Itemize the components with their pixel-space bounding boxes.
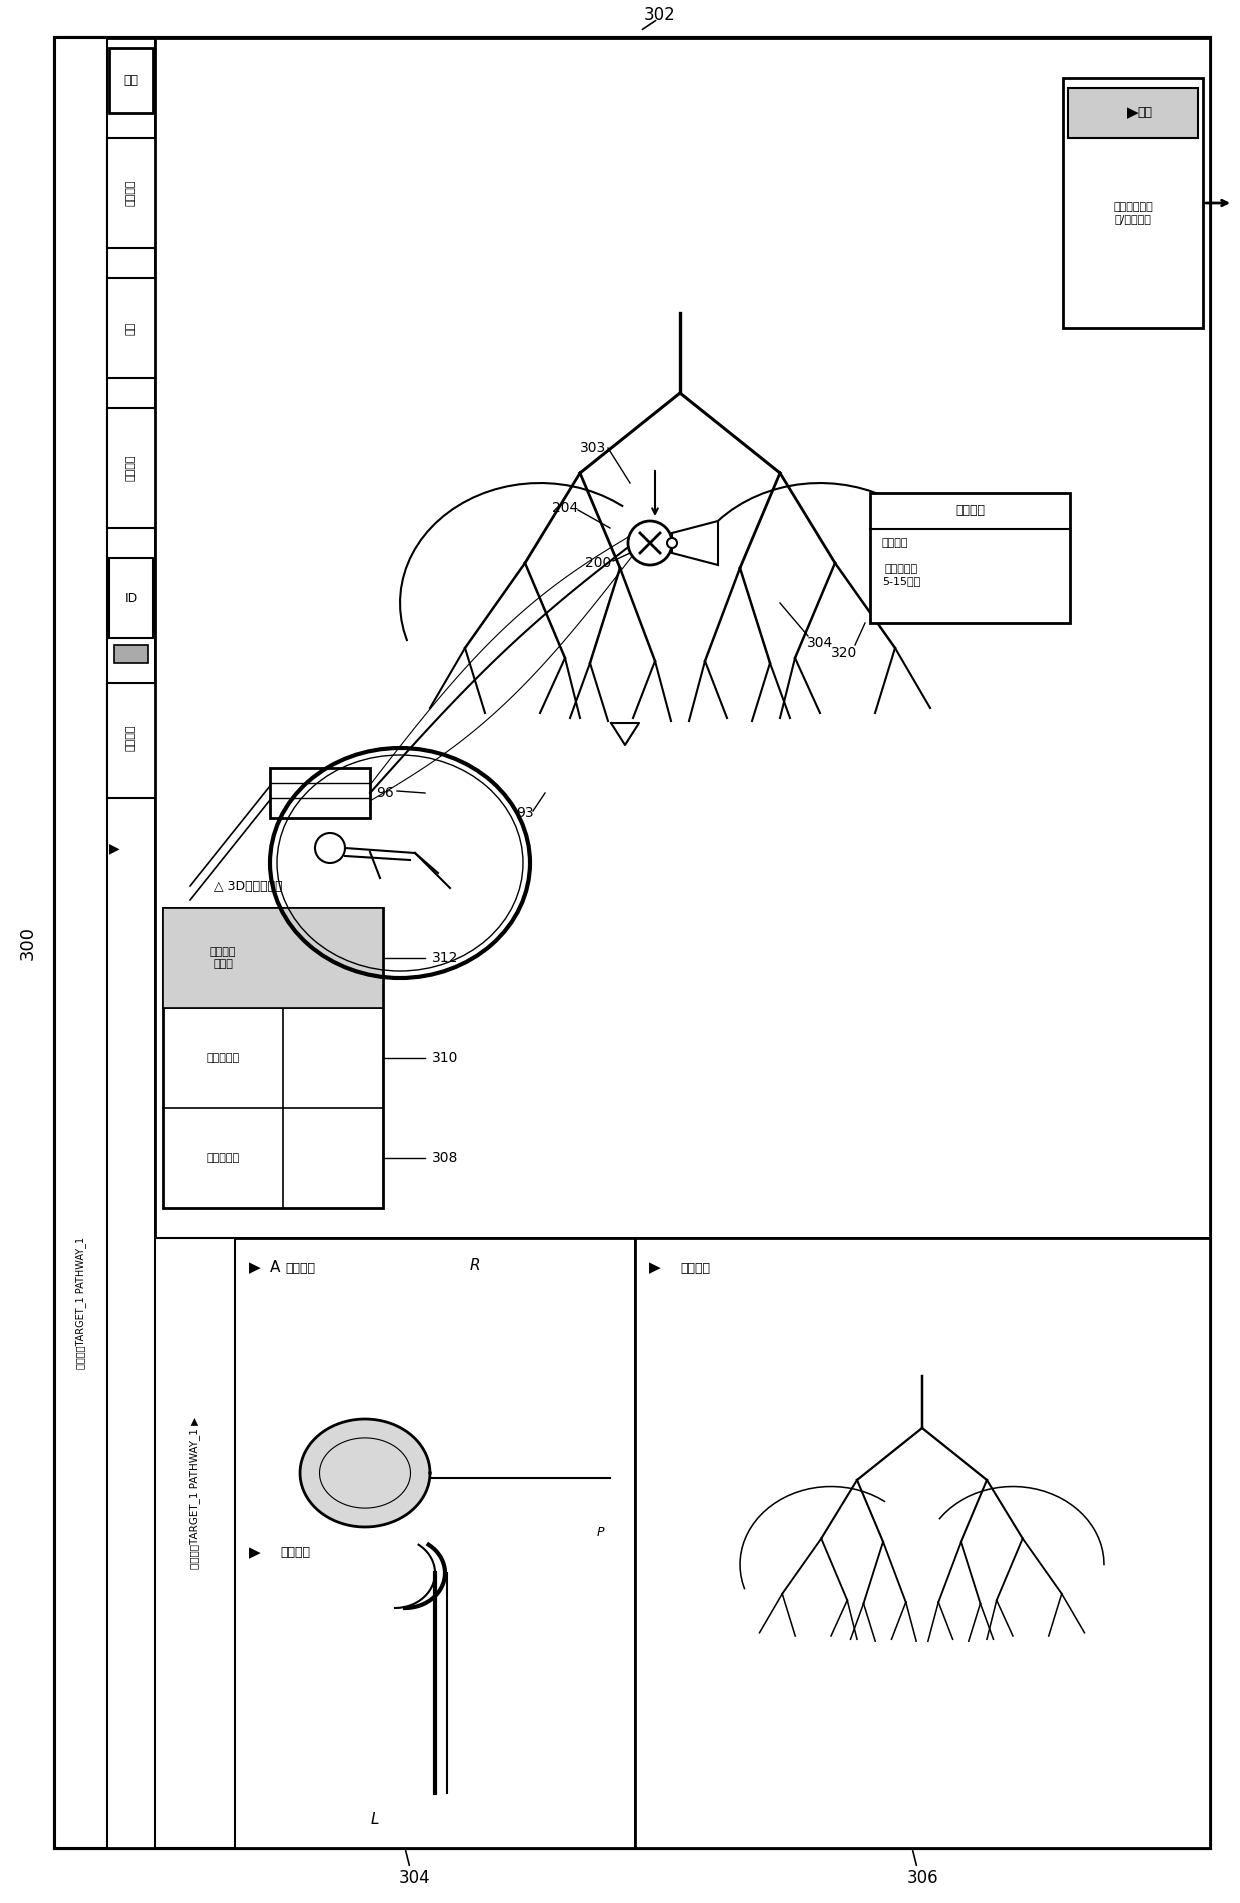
Polygon shape xyxy=(611,723,639,744)
Bar xyxy=(109,48,153,112)
Text: 颗粒尺寸：
5-15微米: 颗粒尺寸： 5-15微米 xyxy=(882,563,920,586)
Bar xyxy=(870,493,1070,622)
Text: 启用概率诊断
和/或治疗区: 启用概率诊断 和/或治疗区 xyxy=(1114,202,1153,225)
Text: 喷雾器：: 喷雾器： xyxy=(882,539,909,548)
Text: 204: 204 xyxy=(552,500,578,516)
Text: ▶: ▶ xyxy=(109,841,119,854)
Text: 320: 320 xyxy=(831,645,857,660)
Bar xyxy=(55,38,155,1848)
Bar xyxy=(1068,88,1198,139)
Bar xyxy=(1063,78,1203,327)
Text: 93: 93 xyxy=(516,807,533,820)
Text: 306: 306 xyxy=(906,1869,937,1888)
Text: 300: 300 xyxy=(19,927,37,959)
Text: 周边导航: 周边导航 xyxy=(126,455,136,481)
Text: R: R xyxy=(470,1258,480,1273)
Bar xyxy=(162,908,383,1208)
Text: 310: 310 xyxy=(432,1050,459,1066)
Bar xyxy=(155,38,1210,1239)
Text: 支气管镜: 支气管镜 xyxy=(280,1547,310,1559)
Text: 支气管镜: 支气管镜 xyxy=(680,1262,711,1275)
Text: 导航到：TARGET_1 PATHWAY_1: 导航到：TARGET_1 PATHWAY_1 xyxy=(76,1237,87,1368)
Text: 303: 303 xyxy=(580,441,606,455)
Text: 开启: 开启 xyxy=(1137,107,1152,120)
Text: ID: ID xyxy=(124,592,138,605)
Text: 304: 304 xyxy=(399,1869,430,1888)
Text: 200: 200 xyxy=(585,556,611,571)
Text: 取向指示符: 取向指示符 xyxy=(206,1052,239,1064)
Text: 支气管镜: 支气管镜 xyxy=(285,1262,315,1275)
Polygon shape xyxy=(300,1420,430,1526)
Text: A: A xyxy=(270,1260,280,1275)
Text: 呼吸周期
指示符: 呼吸周期 指示符 xyxy=(210,948,237,969)
Polygon shape xyxy=(672,521,718,565)
Text: 96: 96 xyxy=(376,786,394,799)
Text: ▶: ▶ xyxy=(1127,105,1138,120)
Bar xyxy=(107,683,161,797)
Bar xyxy=(107,278,161,379)
Bar xyxy=(162,908,383,1009)
Bar xyxy=(270,769,370,818)
Text: 隐藏: 隐藏 xyxy=(126,322,136,335)
Text: 中央导航: 中央导航 xyxy=(126,725,136,752)
Bar xyxy=(107,139,161,247)
Text: ▶: ▶ xyxy=(249,1545,260,1560)
Circle shape xyxy=(627,521,672,565)
Text: ▶: ▶ xyxy=(249,1260,260,1275)
Text: 308: 308 xyxy=(432,1151,459,1165)
Text: 312: 312 xyxy=(432,952,459,965)
Text: 选项: 选项 xyxy=(124,74,139,86)
Bar xyxy=(114,645,148,662)
Text: 导航到：TARGET_1 PATHWAY_1 ▶: 导航到：TARGET_1 PATHWAY_1 ▶ xyxy=(190,1418,201,1570)
Bar xyxy=(109,558,153,638)
Bar xyxy=(155,1239,236,1848)
Text: 距离指示符: 距离指示符 xyxy=(206,1153,239,1163)
Text: P: P xyxy=(596,1526,604,1540)
Bar xyxy=(55,38,107,1848)
Bar xyxy=(107,407,161,527)
Text: △ 3D图（动态）: △ 3D图（动态） xyxy=(213,879,283,893)
Bar xyxy=(635,1239,1210,1848)
Text: 目标对准: 目标对准 xyxy=(126,179,136,206)
Text: 302: 302 xyxy=(644,6,676,25)
Bar xyxy=(155,1239,1210,1848)
Text: 工具建议: 工具建议 xyxy=(955,504,985,518)
Text: 304: 304 xyxy=(807,636,833,651)
Text: L: L xyxy=(371,1812,379,1827)
Circle shape xyxy=(667,539,677,548)
Text: ▶: ▶ xyxy=(649,1260,661,1275)
Bar xyxy=(155,1239,635,1848)
